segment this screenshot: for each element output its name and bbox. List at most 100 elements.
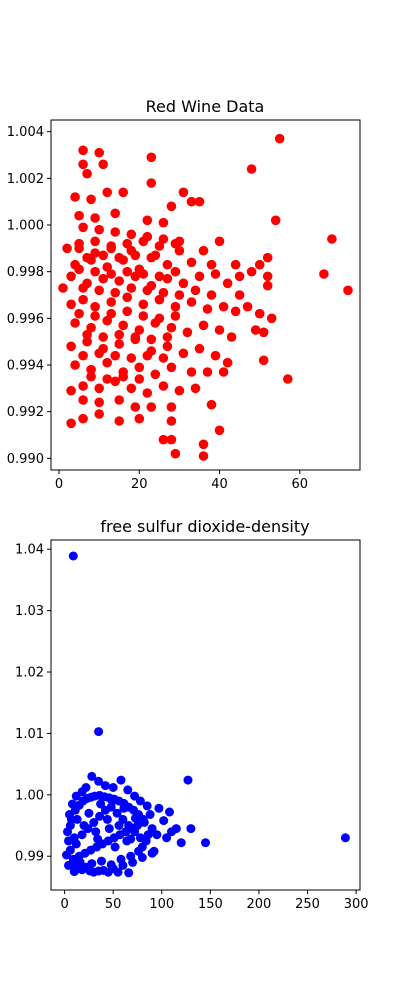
sulfur-data-point <box>113 867 123 877</box>
red-data-point <box>134 374 145 384</box>
red-y-tick-label: 1.004 <box>7 125 44 140</box>
sulfur-y-tick-label: 1.04 <box>15 543 44 558</box>
red-data-point <box>214 325 225 335</box>
red-data-point <box>110 350 120 361</box>
red-data-point <box>254 259 265 270</box>
red-data-point <box>194 196 205 207</box>
red-data-point <box>94 397 104 408</box>
red-data-point <box>58 283 68 293</box>
red-data-point <box>114 339 124 349</box>
red-data-point <box>206 259 217 270</box>
red-data-point <box>114 252 124 263</box>
red-y-tick-label: 0.990 <box>7 452 44 467</box>
red-data-point <box>74 238 84 249</box>
sulfur-data-point <box>93 834 103 844</box>
red-data-point <box>146 402 157 412</box>
sulfur-data-point <box>167 827 176 837</box>
red-data-point <box>178 187 189 198</box>
red-data-point <box>206 399 217 410</box>
red-data-point <box>138 269 149 279</box>
sulfur-data-point <box>139 818 149 827</box>
sulfur-data-point <box>154 803 164 813</box>
sulfur-x-tick-label: 200 <box>247 897 272 912</box>
red-data-point <box>118 187 128 198</box>
sulfur-y-tick-label: 1.01 <box>15 727 44 742</box>
red-y-tick-label: 0.994 <box>7 359 44 374</box>
red-data-point <box>102 315 112 326</box>
red-y-tick-label: 0.998 <box>7 265 44 280</box>
red-data-point <box>218 367 229 377</box>
red-data-point <box>126 283 137 293</box>
red-data-point <box>230 306 241 317</box>
red-data-point <box>106 241 116 251</box>
red-data-point <box>258 327 269 338</box>
red-data-point <box>98 273 108 284</box>
sulfur-data-point <box>75 857 85 867</box>
sulfur-y-tick-label: 1.03 <box>15 604 44 619</box>
chart-title-red-wine: Red Wine Data <box>146 97 265 116</box>
red-data-point <box>110 287 120 298</box>
red-data-point <box>166 201 177 212</box>
red-data-point <box>274 133 285 144</box>
red-data-point <box>122 266 132 277</box>
red-data-point <box>134 362 145 373</box>
sulfur-data-point <box>114 821 124 830</box>
red-data-point <box>78 350 88 361</box>
red-data-point <box>202 367 213 377</box>
red-data-point <box>202 304 213 314</box>
red-data-point <box>70 318 80 328</box>
red-data-point <box>174 290 185 300</box>
red-data-point <box>82 252 92 263</box>
sulfur-data-point <box>102 814 112 824</box>
red-data-point <box>262 271 273 282</box>
chart-red-wine: Red Wine Data 0 20 40 60 0.990 0.992 0.994 0.99… <box>7 97 361 492</box>
red-data-point <box>158 381 169 391</box>
red-data-point <box>230 259 241 270</box>
sulfur-data-point <box>186 824 196 834</box>
red-data-point <box>134 325 145 335</box>
red-data-point <box>262 252 273 263</box>
red-data-point <box>102 262 112 272</box>
red-data-point <box>258 355 269 366</box>
red-data-point <box>78 283 88 293</box>
red-data-point <box>126 229 137 240</box>
red-data-point <box>98 159 108 170</box>
sulfur-data-point <box>201 838 210 848</box>
red-data-point <box>218 301 229 312</box>
red-data-point <box>146 178 157 188</box>
red-data-point <box>194 343 205 354</box>
red-data-point <box>130 271 141 282</box>
red-x-tick-label: 20 <box>131 477 148 492</box>
red-data-point <box>78 381 88 391</box>
red-data-point <box>234 290 245 300</box>
red-data-point <box>283 374 293 384</box>
red-data-point <box>130 332 141 342</box>
red-x-tick-label: 0 <box>55 477 63 492</box>
red-data-point <box>166 322 177 333</box>
sulfur-y-tick-label: 0.99 <box>15 850 44 865</box>
red-y-tick-label: 0.992 <box>7 405 44 420</box>
red-data-point <box>142 285 153 296</box>
red-y-tick-label: 0.996 <box>7 312 44 327</box>
red-data-point <box>90 311 100 321</box>
axes-red-wine: 0 20 40 60 0.990 0.992 0.994 0.996 0.998 1.000 1.0… <box>7 125 308 492</box>
red-data-point <box>94 147 104 158</box>
red-data-point <box>110 208 120 219</box>
red-data-point <box>158 434 169 445</box>
red-data-point <box>242 301 253 312</box>
red-data-point <box>94 348 104 359</box>
red-data-point <box>82 168 92 179</box>
sulfur-data-point <box>79 821 89 830</box>
sulfur-data-point <box>159 816 169 826</box>
red-data-point <box>86 322 96 333</box>
red-data-point <box>66 299 76 310</box>
red-data-point <box>78 395 88 405</box>
red-data-point <box>86 194 96 205</box>
sulfur-data-point <box>87 859 97 869</box>
red-data-point <box>94 409 104 419</box>
red-data-point <box>198 439 209 450</box>
sulfur-data-point <box>95 811 105 821</box>
red-data-point <box>94 285 104 296</box>
sulfur-data-point <box>340 833 350 843</box>
red-data-point <box>82 329 92 340</box>
